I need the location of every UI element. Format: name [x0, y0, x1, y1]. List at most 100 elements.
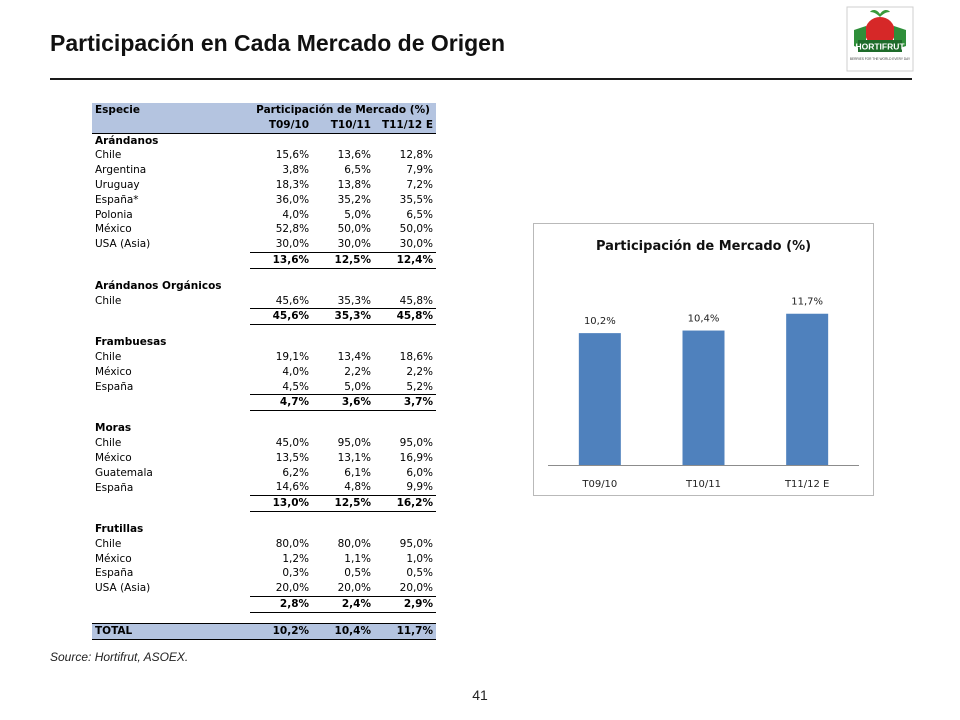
chart-bar: [682, 330, 725, 465]
cell-value: 95,0%: [399, 436, 433, 449]
cell-value: 80,0%: [275, 537, 310, 550]
section-total-row: 4,7% 3,6% 3,7%: [92, 394, 436, 412]
section-name: Frambuesas: [95, 336, 167, 349]
cell-value: 45,8%: [399, 294, 433, 307]
section-total-value: 16,2%: [373, 495, 436, 512]
table-row: España 14,6% 4,8% 9,9%: [92, 480, 436, 495]
logo-wordmark: HORTIFRUT: [855, 42, 905, 52]
row-label: España: [95, 481, 134, 494]
market-share-table: Especie Participación de Mercado (%) T09/1…: [92, 103, 436, 640]
row-label: Guatemala: [95, 466, 153, 479]
section-header-row: Frambuesas: [92, 335, 436, 350]
cell-value: 2,2%: [344, 365, 371, 378]
chart-bar: [786, 313, 829, 465]
cell-value: 3,8%: [282, 164, 310, 177]
section-total-value: 45,6%: [250, 308, 313, 326]
spacer: [92, 612, 436, 623]
spacer: [92, 511, 436, 522]
cell-value: 4,0%: [282, 208, 310, 221]
cell-value: 6,5%: [406, 208, 433, 221]
cell-value: 16,9%: [399, 451, 433, 464]
cell-value: 9,9%: [406, 481, 433, 494]
cell-value: 4,8%: [344, 481, 371, 494]
section-total-value: 12,5%: [312, 495, 374, 512]
row-label: España: [95, 380, 134, 393]
table-row: Chile 15,6% 13,6% 12,8%: [92, 148, 436, 163]
cell-value: 0,5%: [344, 567, 371, 580]
cell-value: 1,1%: [344, 552, 371, 565]
cell-value: 14,6%: [275, 481, 310, 494]
section-total-value: 12,5%: [312, 251, 374, 269]
section-total-value: 3,7%: [373, 394, 436, 412]
section-name: Arándanos: [95, 134, 159, 147]
table-row: Argentina 3,8% 6,5% 7,9%: [92, 163, 436, 178]
total-label-blank: [92, 496, 250, 512]
cell-value: 5,0%: [344, 380, 371, 393]
page-title: Participación en Cada Mercado de Origen: [50, 30, 506, 56]
section-total-value: 35,3%: [312, 308, 374, 326]
row-label: México: [95, 552, 132, 565]
x-tick-label: T11/12 E: [784, 479, 829, 490]
x-tick-label: T10/11: [685, 479, 721, 490]
row-label: Chile: [95, 294, 122, 307]
cell-value: 13,8%: [337, 178, 371, 191]
cell-value: 35,2%: [337, 193, 371, 206]
hortifrut-logo: HORTIFRUT BERRIES FOR THE WORLD EVERY DA…: [846, 6, 914, 72]
section-total-value: 45,8%: [373, 308, 436, 326]
row-label: Chile: [95, 436, 122, 449]
table-row: Guatemala 6,2% 6,1% 6,0%: [92, 466, 436, 481]
cell-value: 52,8%: [275, 223, 310, 236]
row-label: México: [95, 223, 132, 236]
row-label: España: [95, 567, 134, 580]
cell-value: 6,2%: [282, 466, 310, 479]
section-total-value: 3,6%: [312, 394, 374, 412]
table-header-row: Especie Participación de Mercado (%): [92, 103, 436, 118]
section-header-row: Frutillas: [92, 522, 436, 537]
table-row: México 52,8% 50,0% 50,0%: [92, 222, 436, 237]
table-row: España 0,3% 0,5% 0,5%: [92, 566, 436, 581]
section-name: Arándanos Orgánicos: [95, 279, 222, 292]
grand-total-value: 10,4%: [312, 622, 374, 640]
grand-total-value: 10,2%: [250, 622, 313, 640]
cell-value: 13,5%: [275, 451, 310, 464]
cell-value: 50,0%: [337, 223, 371, 236]
table-subheader-row: T09/10 T10/11 T11/12 E: [92, 117, 436, 134]
cell-value: 18,6%: [399, 350, 433, 363]
cell-value: 35,3%: [337, 294, 371, 307]
bar-data-label: 10,4%: [688, 314, 720, 325]
table-row: España 4,5% 5,0% 5,2%: [92, 380, 436, 395]
cell-value: 20,0%: [399, 582, 433, 595]
row-label: USA (Asia): [95, 582, 151, 595]
market-share-chart: Participación de Mercado (%) 10,2% T09/10 1…: [533, 223, 874, 496]
cell-value: 20,0%: [337, 582, 371, 595]
row-label: USA (Asia): [95, 238, 151, 251]
row-label: Chile: [95, 350, 122, 363]
section-total-value: 2,9%: [373, 595, 436, 613]
cell-value: 6,0%: [406, 466, 433, 479]
column-header: T11/12 E: [373, 117, 436, 134]
cell-value: 7,2%: [406, 178, 433, 191]
cell-value: 5,0%: [344, 208, 371, 221]
section-total-row: 45,6% 35,3% 45,8%: [92, 308, 436, 326]
source-note: Source: Hortifrut, ASOEX.: [50, 650, 189, 664]
spacer: [92, 268, 436, 279]
cell-value: 13,6%: [337, 149, 371, 162]
column-header: T10/11: [312, 117, 374, 134]
table-row: Chile 19,1% 13,4% 18,6%: [92, 350, 436, 365]
cell-value: 19,1%: [275, 350, 310, 363]
table-row: México 1,2% 1,1% 1,0%: [92, 552, 436, 567]
cell-value: 0,5%: [406, 567, 433, 580]
cell-value: 7,9%: [406, 164, 433, 177]
section-total-value: 13,0%: [250, 495, 313, 512]
cell-value: 5,2%: [406, 380, 433, 393]
grand-total-row: TOTAL 10,2% 10,4% 11,7%: [92, 622, 436, 640]
spacer-row: [92, 268, 436, 279]
cell-value: 20,0%: [275, 582, 310, 595]
header-blank: [92, 117, 251, 134]
table-row: Chile 80,0% 80,0% 95,0%: [92, 537, 436, 552]
row-label: México: [95, 365, 132, 378]
chart-canvas: Participación de Mercado (%) 10,2% T09/10 1…: [548, 239, 859, 490]
section-total-row: 2,8% 2,4% 2,9%: [92, 595, 436, 613]
header-market-share: Participación de Mercado (%): [250, 103, 436, 118]
cell-value: 0,3%: [282, 567, 310, 580]
